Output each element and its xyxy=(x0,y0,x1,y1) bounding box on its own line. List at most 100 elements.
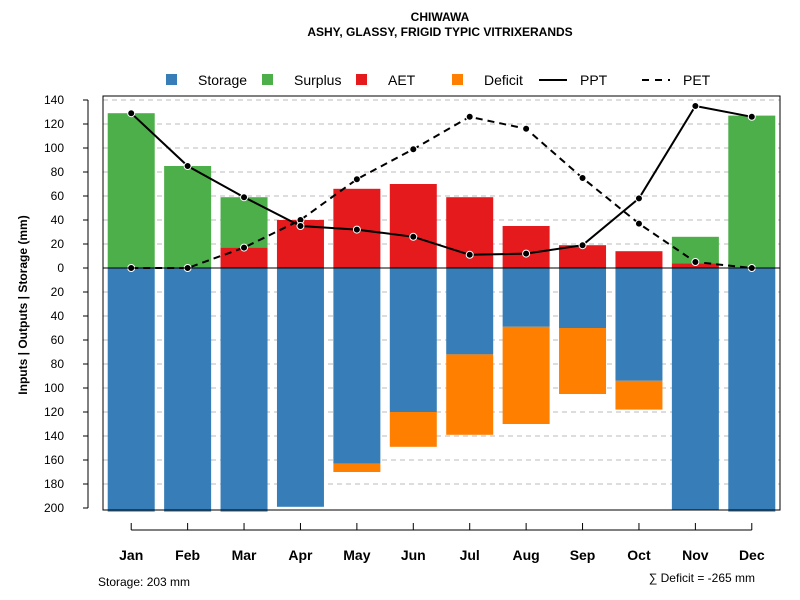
legend-label: Deficit xyxy=(484,72,523,88)
aet-bar xyxy=(615,251,663,268)
legend-label: Surplus xyxy=(294,72,341,88)
footer-deficit: ∑ Deficit = -265 mm xyxy=(649,571,755,585)
x-tick-label: Aug xyxy=(513,547,540,563)
x-tick-label: Apr xyxy=(288,547,313,563)
bars xyxy=(107,113,776,512)
x-tick-label: Nov xyxy=(682,547,709,563)
deficit-bar xyxy=(559,328,607,394)
ppt-point xyxy=(578,241,587,250)
x-tick-label: Dec xyxy=(739,547,765,563)
deficit-bar xyxy=(333,463,381,472)
ppt-point xyxy=(296,222,305,230)
deficit-bar xyxy=(389,412,437,447)
ppt-point xyxy=(691,102,700,110)
y-tick-label: 140 xyxy=(44,93,64,107)
x-tick-label: Oct xyxy=(627,547,651,563)
x-tick-label: Sep xyxy=(570,547,596,563)
storage-bar xyxy=(389,268,437,412)
plot-frame xyxy=(102,95,781,511)
y-tick-label: 20 xyxy=(51,285,65,299)
ppt-point xyxy=(183,162,192,170)
y-tick-label: 40 xyxy=(51,213,65,227)
y-tick-label: 120 xyxy=(44,117,64,131)
legend-label: AET xyxy=(388,72,416,88)
deficit-bar xyxy=(502,326,550,424)
surplus-bar xyxy=(728,115,776,268)
x-tick-label: Mar xyxy=(232,547,257,563)
axes: 1401201008060402002040608010012014016018… xyxy=(44,93,781,563)
surplus-bar xyxy=(164,166,212,268)
x-tick-label: Feb xyxy=(175,547,200,563)
legend-swatch xyxy=(452,74,463,85)
aet-bar xyxy=(389,184,437,268)
pet-point xyxy=(634,219,643,228)
y-tick-label: 20 xyxy=(51,237,65,251)
storage-bar xyxy=(728,268,776,512)
storage-bar xyxy=(671,268,719,511)
storage-bar xyxy=(502,268,550,327)
legend-label: PET xyxy=(683,72,711,88)
storage-bar xyxy=(220,268,268,512)
pet-point xyxy=(352,175,361,184)
x-tick-label: Jun xyxy=(401,547,426,563)
storage-bar xyxy=(164,268,212,512)
pet-point xyxy=(578,174,587,182)
ppt-point xyxy=(240,193,249,202)
ppt-line xyxy=(130,104,752,256)
ppt-point xyxy=(127,109,136,118)
deficit-bar xyxy=(446,354,494,435)
ppt-point xyxy=(352,225,361,234)
y-tick-label: 120 xyxy=(44,405,64,419)
aet-bar xyxy=(220,247,268,268)
aet-bar xyxy=(559,245,607,268)
aet-bar xyxy=(502,226,550,268)
chart-title: CHIWAWA xyxy=(411,10,470,24)
pet-point xyxy=(240,243,249,252)
y-tick-label: 80 xyxy=(51,165,65,179)
y-tick-label: 140 xyxy=(44,429,64,443)
ppt-point xyxy=(522,249,531,258)
y-tick-label: 180 xyxy=(44,477,64,491)
legend-label: Storage xyxy=(198,72,247,88)
pet-point xyxy=(691,258,700,266)
ppt-point xyxy=(747,112,756,121)
storage-bar xyxy=(107,268,155,512)
x-tick-label: Jul xyxy=(460,547,480,563)
ppt-point xyxy=(465,250,474,259)
lines xyxy=(127,102,756,272)
storage-bar xyxy=(333,268,381,464)
y-tick-label: 60 xyxy=(51,333,65,347)
y-axis-label: Inputs | Outputs | Storage (mm) xyxy=(16,215,30,394)
pet-point xyxy=(409,145,418,154)
pet-point xyxy=(522,124,531,133)
ppt-point xyxy=(634,194,643,203)
legend-swatch xyxy=(262,74,273,85)
pet-line xyxy=(131,115,752,269)
grid xyxy=(103,99,780,485)
footer-storage: Storage: 203 mm xyxy=(98,575,190,589)
y-tick-label: 0 xyxy=(57,261,64,275)
y-tick-label: 60 xyxy=(51,189,65,203)
pet-point xyxy=(465,112,474,121)
y-tick-label: 100 xyxy=(44,381,64,395)
y-tick-label: 100 xyxy=(44,141,64,155)
ppt-point xyxy=(409,232,418,241)
legend-swatch xyxy=(166,74,177,85)
storage-bar xyxy=(559,268,607,328)
storage-bar xyxy=(446,268,494,355)
y-tick-label: 80 xyxy=(51,357,65,371)
chart-subtitle: ASHY, GLASSY, FRIGID TYPIC VITRIXERANDS xyxy=(307,25,572,39)
y-tick-label: 40 xyxy=(51,309,65,323)
x-tick-label: Jan xyxy=(119,547,143,563)
deficit-bar xyxy=(615,380,663,410)
x-tick-label: May xyxy=(343,547,370,563)
y-tick-label: 200 xyxy=(44,501,64,515)
storage-bar xyxy=(276,268,324,507)
y-tick-label: 160 xyxy=(44,453,64,467)
legend: Storage Surplus AET Deficit PPT PET xyxy=(166,72,711,88)
storage-bar xyxy=(615,268,663,381)
legend-swatch xyxy=(356,74,367,85)
legend-label: PPT xyxy=(580,72,608,88)
surplus-bar xyxy=(107,113,155,268)
